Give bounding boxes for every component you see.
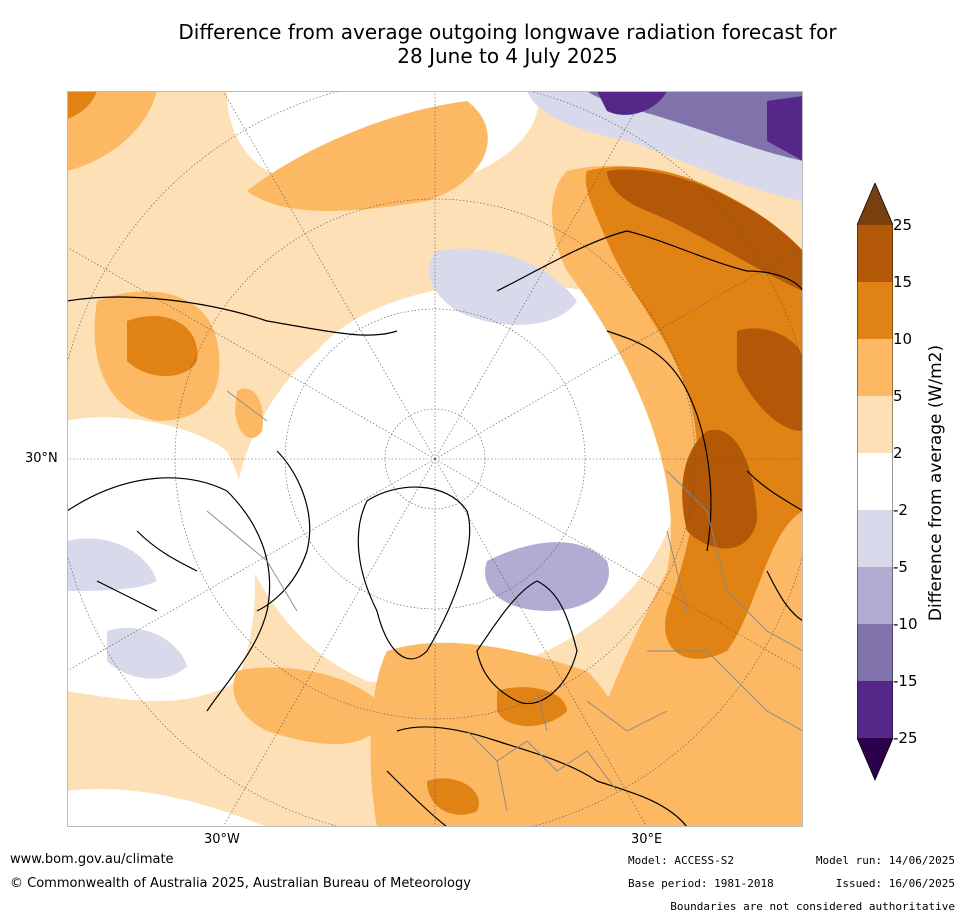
anomaly-region-positive-canada-core: [127, 315, 198, 376]
colorbar-tick-15: 15: [893, 273, 913, 291]
meridian-120e: [434, 246, 803, 460]
meridian-30e: [434, 458, 648, 827]
coastline-scandinavia: [476, 580, 578, 705]
title-line-1: Difference from average outgoing longwav…: [178, 20, 837, 44]
label-30w: 30°W: [204, 832, 240, 847]
map-title: Difference from average outgoing longwav…: [0, 20, 965, 68]
colorbar-tick-10: 10: [893, 330, 913, 348]
footer-base-period: Base period: 1981-2018: [628, 877, 774, 890]
coastline-north-america: [67, 296, 398, 712]
colorbar-title: Difference from average (W/m2): [926, 344, 946, 622]
anomaly-region-negative-arctic: [428, 248, 577, 325]
border-north-america: [206, 390, 298, 612]
latitude-ring-60n: [284, 308, 586, 610]
footer-disclaimer: Boundaries are not considered authoritat…: [670, 900, 955, 913]
colorbar-tick-5: 5: [893, 387, 903, 405]
colorbar-bin-neg-15-25: [857, 681, 893, 738]
colorbar-tick-neg25: -25: [893, 729, 918, 747]
anomaly-region-positive-greenland-west: [235, 388, 263, 439]
coastline-eurasia-north: [496, 230, 803, 552]
meridian-150e: [434, 91, 648, 460]
coastline-europe-south: [386, 726, 688, 827]
footer-issued: Issued: 16/06/2025: [835, 877, 955, 890]
colorbar-bin-5-10: [857, 339, 893, 396]
anomaly-region-positive-nw: [67, 91, 157, 171]
anomaly-region-negative-scandinavia: [485, 542, 609, 611]
colorbar-bin-10-15: [857, 282, 893, 339]
colorbar-bin-2-5: [857, 396, 893, 453]
colorbar-bin-neutral: [857, 453, 893, 510]
footer-copyright: © Commonwealth of Australia 2025, Austra…: [10, 876, 471, 891]
colorbar-tick-neg10: -10: [893, 615, 918, 633]
anomaly-region-positive-atlantic: [233, 667, 387, 745]
colorbar-tick-2: 2: [893, 444, 903, 462]
anomaly-region-positive-north-band: [247, 101, 488, 211]
colorbar-bin-15-25: [857, 225, 893, 282]
colorbar-extend-low: [857, 738, 893, 780]
label-30n: 30°N: [25, 451, 58, 466]
anomaly-region-neutral-south: [67, 789, 267, 827]
border-europe: [466, 690, 668, 812]
colorbar: [857, 183, 893, 782]
label-30e: 30°E: [631, 832, 663, 847]
footer-url[interactable]: www.bom.gov.au/climate: [10, 852, 174, 867]
footer-model: Model: ACCESS-S2: [628, 854, 734, 867]
meridian-150w: [222, 91, 436, 460]
colorbar-tick-neg2: -2: [893, 501, 908, 519]
coastline-alaska: [96, 530, 198, 612]
coastline-east-asia: [746, 470, 803, 622]
colorbar-extend-high: [857, 183, 893, 225]
anomaly-region-positive-europe-core: [427, 687, 567, 815]
coastline-greenland: [357, 486, 471, 660]
colorbar-bin-neg-10-15: [857, 624, 893, 681]
border-asia: [647, 470, 803, 732]
colorbar-tick-neg15: -15: [893, 672, 918, 690]
title-line-2: 28 June to 4 July 2025: [397, 44, 618, 68]
anomaly-region-negative-pacific: [67, 538, 187, 679]
meridian-60w: [67, 458, 436, 672]
colorbar-tick-25: 25: [893, 216, 913, 234]
colorbar-outline: [857, 183, 893, 782]
meridian-30w: [222, 458, 436, 827]
polar-map: [67, 91, 803, 827]
meridian-60e: [434, 458, 803, 672]
colorbar-bin-neg-5-10: [857, 567, 893, 624]
map-frame: [67, 91, 803, 827]
anomaly-region-positive-nw-core: [67, 91, 97, 119]
meridian-120w: [67, 246, 436, 460]
anomaly-region-negative-north-core: [597, 91, 803, 161]
colorbar-tick-neg5: -5: [893, 558, 908, 576]
footer-model-run: Model run: 14/06/2025: [815, 854, 955, 867]
anomaly-region-positive-siberia-core: [607, 169, 803, 549]
colorbar-bin-neg-2-5: [857, 510, 893, 567]
